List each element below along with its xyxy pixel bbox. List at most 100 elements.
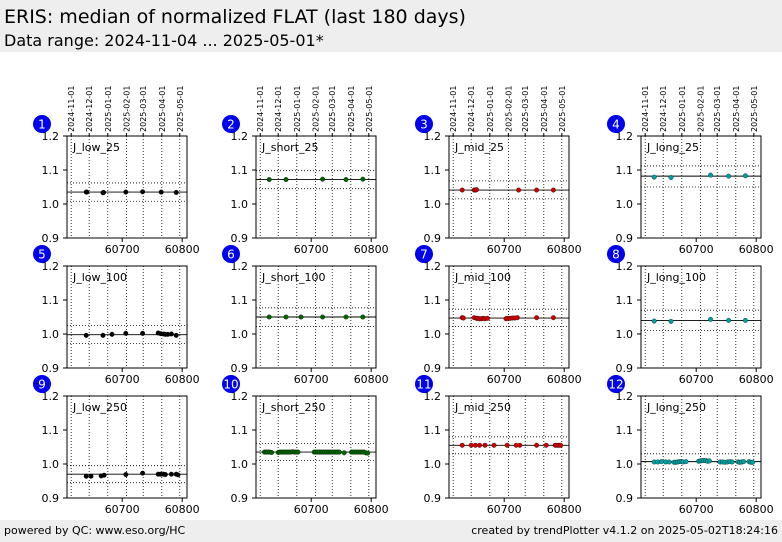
data-point bbox=[666, 459, 672, 465]
series-label: J_long_250 bbox=[646, 401, 706, 414]
y-tick-label: 0.9 bbox=[616, 362, 634, 375]
axes-frame bbox=[448, 135, 570, 239]
data-point bbox=[729, 459, 735, 465]
data-point bbox=[668, 175, 674, 180]
series-label: J_long_100 bbox=[646, 271, 706, 284]
y-tick-label: 0.9 bbox=[424, 232, 442, 245]
date-tick-label: 2025-05-01 bbox=[558, 86, 567, 133]
date-tick-label: 2024-12-01 bbox=[659, 86, 668, 133]
date-tick-label: 2025-04-01 bbox=[540, 86, 549, 133]
x-tick-label: 60700 bbox=[294, 243, 329, 256]
axes-frame bbox=[66, 135, 188, 239]
x-tick-label: 60700 bbox=[105, 503, 140, 516]
panel-badge-number: 10 bbox=[223, 378, 238, 392]
date-tick-label: 2025-02-01 bbox=[311, 86, 320, 133]
panel-badge-number: 12 bbox=[608, 378, 623, 392]
data-point bbox=[140, 470, 146, 476]
data-point bbox=[266, 177, 272, 182]
data-point bbox=[708, 172, 714, 178]
data-point bbox=[109, 331, 115, 337]
y-tick-label: 1.0 bbox=[42, 458, 60, 471]
data-point bbox=[459, 187, 465, 193]
panel-badge bbox=[607, 115, 625, 133]
series-label: J_short_25 bbox=[261, 141, 319, 154]
panel-4: 2024-11-01 2024-12-01 2025-01-01 2025-02-01… bbox=[607, 86, 774, 256]
x-tick-label: 60800 bbox=[739, 243, 774, 256]
panel-2: 2024-11-01 2024-12-01 2025-01-01 2025-02-01… bbox=[222, 86, 389, 256]
date-tick-label: 2025-01-01 bbox=[486, 86, 495, 133]
y-tick-label: 0.9 bbox=[42, 492, 60, 505]
data-point bbox=[683, 459, 689, 465]
y-tick-label: 1.1 bbox=[616, 424, 634, 437]
y-tick-label: 1.1 bbox=[616, 164, 634, 177]
y-tick-label: 1.2 bbox=[42, 390, 60, 403]
date-tick-label: 2025-02-01 bbox=[504, 86, 513, 133]
series-label: J_mid_100 bbox=[454, 271, 511, 284]
y-tick-label: 1.1 bbox=[424, 294, 442, 307]
data-point bbox=[558, 442, 564, 448]
data-point bbox=[651, 318, 657, 324]
date-tick-label: 2025-05-01 bbox=[365, 86, 374, 133]
axes-frame bbox=[255, 395, 377, 499]
panel-badge bbox=[607, 245, 625, 263]
panel-badge-number: 3 bbox=[420, 118, 428, 132]
y-tick-label: 0.9 bbox=[616, 492, 634, 505]
data-point bbox=[543, 442, 549, 448]
panel-8: 0.9 1.0 1.1 1.2 60700 60800 J_long_100 8 bbox=[607, 245, 774, 386]
y-tick-label: 1.2 bbox=[616, 260, 634, 273]
y-tick-label: 0.9 bbox=[231, 232, 249, 245]
data-point bbox=[459, 442, 465, 448]
date-tick-label: 2024-11-01 bbox=[256, 86, 265, 133]
page-title: ERIS: median of normalized FLAT (last 18… bbox=[4, 6, 466, 28]
y-tick-label: 1.1 bbox=[42, 294, 60, 307]
axes-frame bbox=[66, 395, 188, 499]
y-tick-label: 0.9 bbox=[42, 232, 60, 245]
y-tick-label: 1.0 bbox=[424, 458, 442, 471]
date-tick-label: 2025-04-01 bbox=[158, 86, 167, 133]
panel-6: 0.9 1.0 1.1 1.2 60700 60800 J_short_100 6 bbox=[222, 245, 389, 386]
data-point bbox=[123, 472, 129, 477]
axes-frame bbox=[255, 265, 377, 369]
y-tick-label: 1.1 bbox=[231, 164, 249, 177]
panel-badge-number: 9 bbox=[38, 378, 46, 392]
series-label: J_short_100 bbox=[261, 271, 326, 284]
data-point bbox=[550, 187, 556, 193]
data-point bbox=[477, 442, 483, 448]
series-label: J_low_100 bbox=[72, 271, 127, 284]
panel-badge-number: 6 bbox=[227, 248, 235, 262]
y-tick-label: 1.2 bbox=[231, 390, 249, 403]
x-tick-label: 60700 bbox=[487, 243, 522, 256]
y-tick-label: 1.2 bbox=[616, 130, 634, 143]
data-point bbox=[550, 315, 556, 321]
data-point bbox=[140, 330, 146, 336]
panel-badge-number: 11 bbox=[416, 378, 431, 392]
x-tick-label: 60700 bbox=[294, 503, 329, 516]
data-point bbox=[484, 315, 490, 321]
y-tick-label: 1.0 bbox=[42, 198, 60, 211]
x-tick-label: 60700 bbox=[679, 503, 714, 516]
data-point bbox=[365, 450, 371, 456]
data-point bbox=[460, 315, 466, 321]
y-tick-label: 1.0 bbox=[231, 458, 249, 471]
y-tick-label: 1.2 bbox=[42, 130, 60, 143]
x-tick-label: 60800 bbox=[165, 373, 200, 386]
x-tick-label: 60800 bbox=[547, 243, 582, 256]
date-tick-label: 2024-12-01 bbox=[274, 86, 283, 133]
data-point bbox=[668, 318, 674, 324]
panel-badge-number: 7 bbox=[420, 248, 428, 262]
date-tick-label: 2025-02-01 bbox=[122, 86, 131, 133]
data-point bbox=[320, 314, 326, 320]
y-tick-label: 0.9 bbox=[231, 362, 249, 375]
data-point bbox=[140, 189, 146, 195]
data-point bbox=[514, 315, 520, 321]
data-point bbox=[726, 173, 732, 179]
panel-badge bbox=[415, 375, 433, 393]
x-tick-label: 60700 bbox=[487, 373, 522, 386]
y-tick-label: 1.1 bbox=[424, 424, 442, 437]
panel-badge bbox=[222, 245, 240, 263]
date-tick-label: 2025-01-01 bbox=[678, 86, 687, 133]
header: ERIS: median of normalized FLAT (last 18… bbox=[0, 0, 782, 52]
data-point bbox=[517, 442, 523, 448]
data-point bbox=[173, 189, 179, 195]
data-point bbox=[162, 472, 168, 477]
